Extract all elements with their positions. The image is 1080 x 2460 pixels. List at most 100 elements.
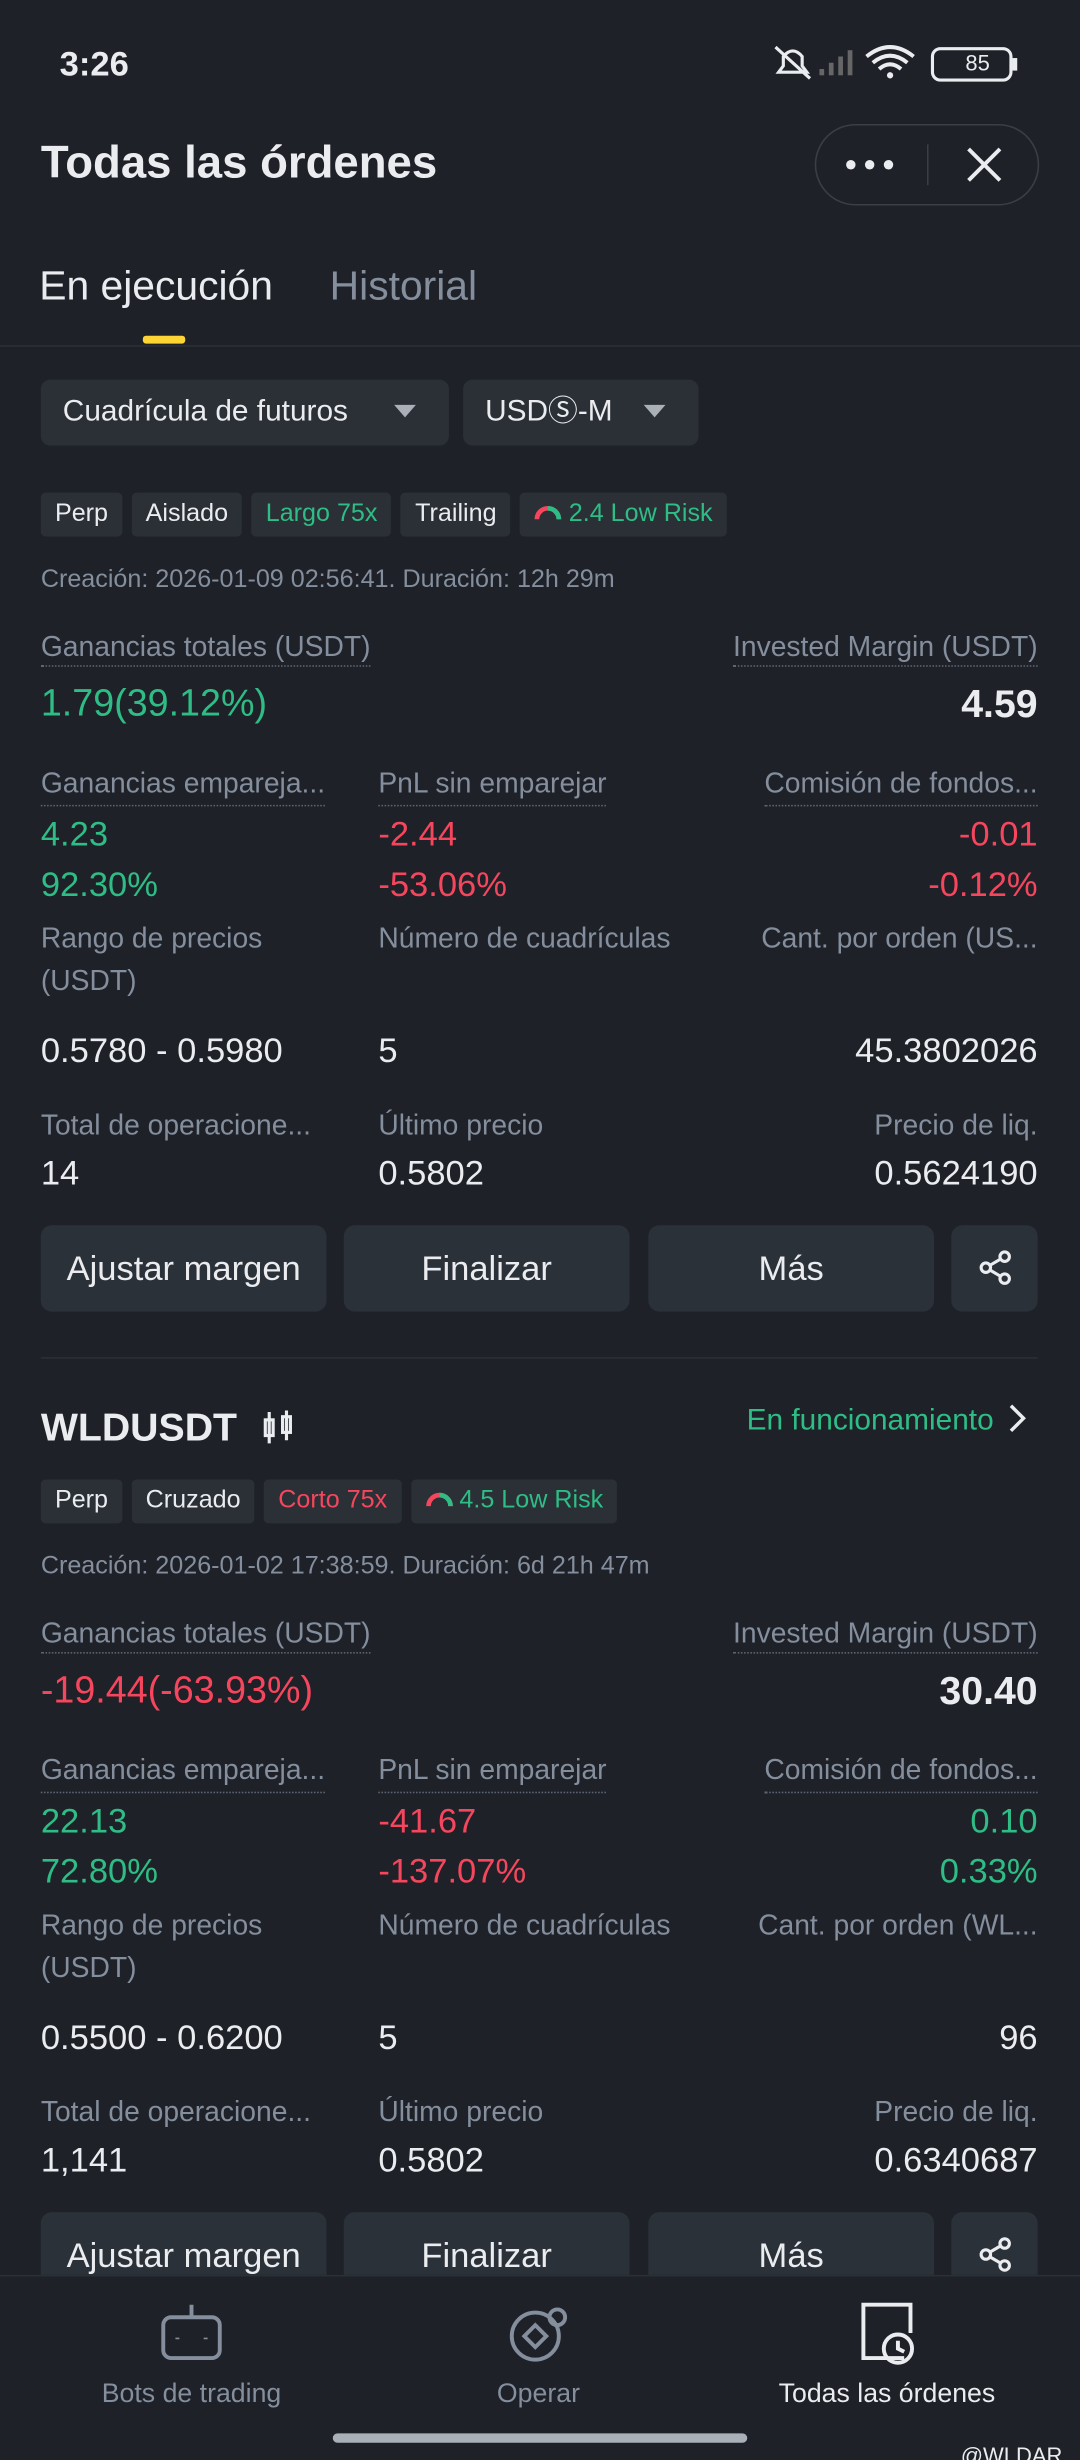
status[interactable]: En funcionamiento: [746, 1404, 994, 1438]
tab-indicator: [142, 335, 186, 344]
caret: [643, 404, 666, 418]
tag: Corto 75x: [264, 1479, 402, 1524]
share-icon: [978, 2237, 1011, 2272]
action-button[interactable]: Finalizar: [343, 1225, 630, 1312]
bottom-nav: Bots de trading Operar Todas las órdenes…: [0, 2274, 1080, 2460]
metric-value: 1,141: [40, 2139, 128, 2180]
metric-value: 0.5802: [378, 1153, 484, 1193]
margin-label: Invested Margin (USDT): [732, 1614, 1038, 1654]
watermark: @WLDAR: [960, 2442, 1063, 2460]
metric-value: 22.13: [40, 1801, 128, 1841]
metric-value: -0.01: [958, 814, 1038, 854]
header-actions: [814, 123, 1040, 206]
metric-label: Último precio: [378, 1109, 544, 1141]
divider: [0, 345, 1080, 347]
metric-label: Comisión de fondos...: [764, 762, 1038, 807]
risk-label: 4.5 Low Risk: [459, 1487, 604, 1514]
total-label: Ganancias totales (USDT): [40, 1614, 371, 1654]
chevron: [1009, 1404, 1026, 1433]
tag: Cruzado: [131, 1479, 255, 1524]
filter-dropdown[interactable]: USDⓈ-M: [463, 379, 699, 446]
total-value: -19.44(-63.93%): [40, 1669, 314, 1712]
more-button[interactable]: [846, 160, 856, 170]
metric-label: Número de cuadrículas: [378, 1909, 671, 1941]
metric-label: Número de cuadrículas: [378, 922, 671, 954]
filter-dropdown[interactable]: Cuadrícula de futuros: [40, 379, 449, 446]
filter-label: Cuadrícula de futuros: [62, 395, 348, 429]
margin-value: 30.40: [939, 1669, 1038, 1714]
metric-value: 72.80%: [40, 1851, 158, 1891]
metric-value: 0.5780 - 0.5980: [40, 1030, 283, 1070]
nav-item[interactable]: Bots de trading: [101, 2378, 282, 2409]
symbol: WLDUSDT: [40, 1405, 238, 1450]
margin-label: Invested Margin (USDT): [732, 628, 1038, 667]
divider: [40, 1357, 1038, 1359]
risk-tag: 4.5 Low Risk: [410, 1479, 618, 1524]
tag-row: Perp Aislado Largo 75x Trailing 2.4 Low Risk: [40, 492, 736, 537]
share-button[interactable]: [951, 1225, 1038, 1312]
nav-item-active[interactable]: Todas las órdenes: [778, 2378, 996, 2409]
metric-value: 92.30%: [40, 864, 158, 904]
metric-value: 0.5500 - 0.6200: [40, 2017, 283, 2057]
caret: [394, 404, 416, 418]
metric-value: -2.44: [378, 814, 458, 854]
risk-gauge: [535, 505, 562, 520]
header-icons: [846, 144, 1002, 186]
risk-label: 2.4 Low Risk: [568, 500, 713, 528]
metric-value: 96: [999, 2017, 1038, 2057]
close-button[interactable]: [967, 147, 1002, 182]
metric-label: Ganancias empareja...: [40, 1749, 326, 1794]
nav-item[interactable]: Operar: [496, 2378, 580, 2409]
risk-tag: 2.4 Low Risk: [520, 492, 727, 537]
metric-value: 0.10: [970, 1801, 1038, 1841]
action-button[interactable]: Ajustar margen: [40, 1225, 327, 1312]
tag: Aislado: [131, 492, 243, 537]
metric-value: -53.06%: [378, 864, 507, 904]
tag: Largo 75x: [251, 492, 392, 537]
metric-value: 0.6340687: [874, 2139, 1038, 2180]
tab-active[interactable]: En ejecución: [39, 262, 273, 310]
metric-value: 0.5624190: [874, 1153, 1038, 1193]
metric-label: PnL sin emparejar: [378, 762, 607, 807]
metric-label: Rango de precios (USDT): [40, 1909, 263, 1984]
metric-value: 5: [378, 1030, 398, 1070]
action-button[interactable]: Finalizar: [343, 2212, 630, 2275]
metric-value: 45.3802026: [855, 1030, 1038, 1070]
clock: 3:26: [59, 43, 129, 84]
action-button[interactable]: Más: [648, 2212, 935, 2275]
metric-value: 5: [378, 2017, 398, 2057]
filter-bar: Cuadrícula de futuros USDⓈ-M: [0, 348, 1080, 452]
margin-value: 4.59: [961, 682, 1038, 727]
metric-value: -41.67: [378, 1801, 477, 1841]
nav-icons: [161, 2302, 915, 2365]
home-indicator: [332, 2433, 748, 2443]
metric-label: Cant. por orden (US...: [761, 922, 1038, 954]
metric-value: 14: [40, 1153, 80, 1193]
total-label: Ganancias totales (USDT): [40, 628, 371, 667]
tag-row: Perp Cruzado Corto 75x 4.5 Low Risk: [40, 1479, 627, 1524]
metric-value: 0.5802: [378, 2139, 484, 2180]
status-icons: [774, 45, 1018, 82]
filter-label: USDⓈ-M: [485, 395, 613, 429]
total-value: 1.79(39.12%): [40, 682, 268, 725]
metric-label: PnL sin emparejar: [378, 1749, 607, 1794]
share-button[interactable]: [951, 2212, 1038, 2275]
created: Creación: 2026-01-02 17:38:59. Duración:…: [40, 1553, 650, 1580]
page-title: Todas las órdenes: [40, 138, 438, 189]
metric-label: Total de operacione...: [40, 1109, 312, 1141]
metric-label: Comisión de fondos...: [764, 1749, 1038, 1794]
tab[interactable]: Historial: [329, 262, 478, 310]
metric-label: Cant. por orden (WL...: [758, 1909, 1038, 1941]
metric-label: Último precio: [378, 2096, 544, 2128]
metric-label: Ganancias empareja...: [40, 762, 326, 807]
candle-icon: [263, 1410, 292, 1444]
battery-level: 85: [965, 50, 990, 76]
metric-label: Total de operacione...: [40, 2096, 312, 2128]
action-button[interactable]: Más: [648, 1225, 935, 1312]
metric-value: 0.33%: [939, 1851, 1038, 1891]
share-icon: [978, 1250, 1011, 1285]
action-button[interactable]: Ajustar margen: [40, 2212, 327, 2275]
